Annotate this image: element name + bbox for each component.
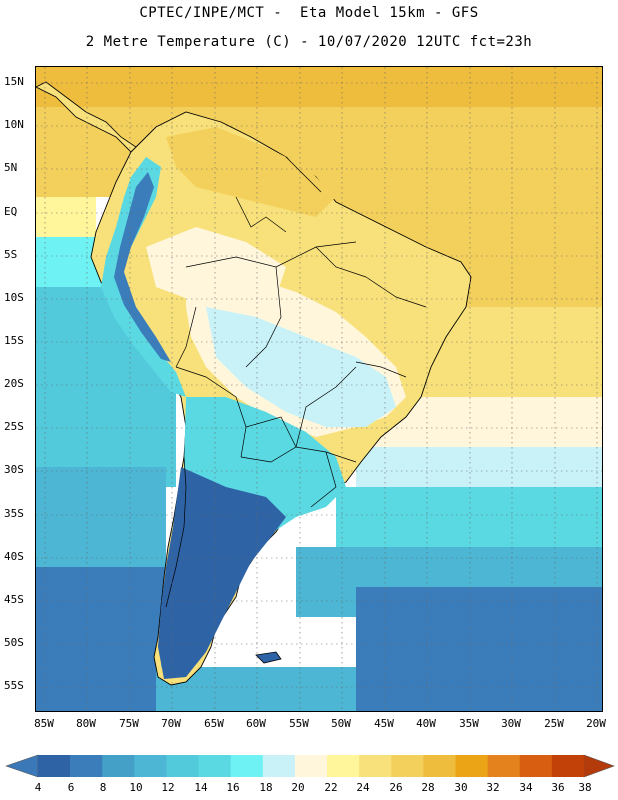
colorbar-high-arrow <box>583 754 615 778</box>
colorbar-swatch <box>327 755 360 777</box>
ocean-atlantic-cold <box>336 487 602 557</box>
falkland-islands <box>255 651 282 664</box>
colorbar-swatch <box>102 755 135 777</box>
map-title-line-2: 2 Metre Temperature (C) - 10/07/2020 12U… <box>85 34 533 50</box>
colorbar-label: 14 <box>194 781 208 794</box>
colorbar-label: 12 <box>161 781 175 794</box>
colorbar-swatch <box>294 755 328 777</box>
colorbar-label: 4 <box>34 781 42 794</box>
lat-label-10s: 10S <box>4 291 24 304</box>
colorbar-label: 34 <box>519 781 533 794</box>
lat-label-45s: 45S <box>4 593 24 606</box>
lat-label-35s: 35S <box>4 507 24 520</box>
lat-label-5s: 5S <box>4 248 18 261</box>
lat-label-55s: 55S <box>4 679 24 692</box>
colorbar-swatch <box>455 755 488 777</box>
colorbar-label: 24 <box>356 781 370 794</box>
colorbar-label: 22 <box>324 781 338 794</box>
lon-label-45w: 45W <box>374 717 394 730</box>
lon-label-50w: 50W <box>331 717 351 730</box>
colorbar-label: 30 <box>454 781 468 794</box>
lat-label-15n: 15N <box>4 75 24 88</box>
colorbar-swatch <box>359 755 392 777</box>
patagonia-cold-zone <box>158 467 286 679</box>
colorbar-label: 16 <box>226 781 240 794</box>
ocean-atlantic-deep <box>356 587 602 711</box>
andes-peak-band <box>114 172 171 362</box>
colorbar-swatch <box>551 755 585 777</box>
colorbar-swatch <box>391 755 424 777</box>
colorbar-swatch <box>423 755 456 777</box>
map-canvas <box>36 67 602 711</box>
colorbar-label: 26 <box>389 781 403 794</box>
lon-label-80w: 80W <box>76 717 96 730</box>
temperature-map <box>35 66 603 712</box>
lat-label-5n: 5N <box>4 161 18 174</box>
lat-label-50s: 50S <box>4 636 24 649</box>
lon-label-20w: 20W <box>586 717 606 730</box>
lat-label-25s: 25S <box>4 420 24 433</box>
lon-label-60w: 60W <box>246 717 266 730</box>
lon-label-40w: 40W <box>416 717 436 730</box>
colorbar-label: 8 <box>99 781 107 794</box>
colorbar-swatch <box>134 755 167 777</box>
colorbar <box>5 754 615 778</box>
lon-label-30w: 30W <box>501 717 521 730</box>
lon-label-85w: 85W <box>34 717 54 730</box>
lon-label-25w: 25W <box>544 717 564 730</box>
lon-label-35w: 35W <box>459 717 479 730</box>
colorbar-label: 32 <box>486 781 500 794</box>
colorbar-label: 36 <box>551 781 565 794</box>
colorbar-swatch <box>198 755 232 777</box>
colorbar-label: 10 <box>129 781 143 794</box>
lat-label-40s: 40S <box>4 550 24 563</box>
lon-label-65w: 65W <box>204 717 224 730</box>
lon-label-55w: 55W <box>289 717 309 730</box>
colorbar-swatch <box>166 755 199 777</box>
lat-label-15s: 15S <box>4 334 24 347</box>
colorbar-swatch <box>38 755 71 777</box>
lat-label-eq: EQ <box>4 205 18 218</box>
colorbar-label: 38 <box>578 781 592 794</box>
colorbar-label: 6 <box>67 781 75 794</box>
colorbar-label: 28 <box>421 781 435 794</box>
colorbar-swatch <box>519 755 553 777</box>
lon-label-75w: 75W <box>119 717 139 730</box>
colorbar-swatches <box>38 755 585 777</box>
colorbar-label: 18 <box>259 781 273 794</box>
lat-label-30s: 30S <box>4 463 24 476</box>
north-hot-zone <box>166 127 336 217</box>
andes-cold-band <box>101 157 186 397</box>
ocean-north-band <box>36 67 602 107</box>
ocean-pacific-deep <box>36 567 166 711</box>
colorbar-swatch <box>487 755 521 777</box>
lat-label-20s: 20S <box>4 377 24 390</box>
colorbar-swatch <box>70 755 103 777</box>
colorbar-swatch <box>230 755 264 777</box>
colorbar-low-arrow <box>5 754 39 778</box>
map-title-line-1: CPTEC/INPE/MCT - Eta Model 15km - GFS <box>139 5 479 21</box>
colorbar-label: 20 <box>291 781 305 794</box>
lon-label-70w: 70W <box>161 717 181 730</box>
country-borders <box>165 156 427 608</box>
colorbar-swatch <box>262 755 296 777</box>
lat-label-10n: 10N <box>4 118 24 131</box>
cerrado-cool-zone <box>206 307 396 427</box>
